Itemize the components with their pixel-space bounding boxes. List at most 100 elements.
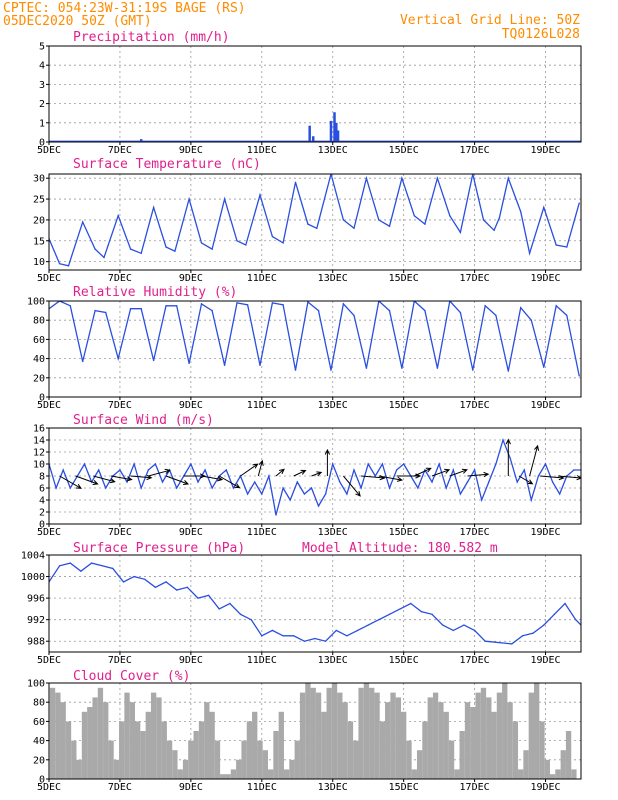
wind-point — [388, 487, 391, 489]
rh-point — [259, 364, 261, 367]
wind-point — [83, 463, 86, 465]
cloud-bar — [241, 740, 247, 779]
wind-point — [324, 493, 327, 495]
header-date: 05DEC2020 50Z (GMT) — [3, 14, 152, 29]
wind-xtick-label: 17DEC — [460, 527, 490, 538]
temp-xtick-label: 9DEC — [179, 273, 203, 284]
wind-point — [537, 475, 540, 477]
cloud-bar — [294, 740, 300, 779]
wind-point — [261, 493, 263, 495]
rh-point — [140, 307, 142, 310]
cloud-bar — [486, 697, 492, 779]
temp-xtick-label: 15DEC — [389, 273, 419, 284]
wind-vector-arrow — [505, 438, 511, 476]
pres-point — [175, 589, 178, 591]
pres-ytick-label: 1000 — [21, 572, 45, 583]
pres-point — [574, 618, 577, 621]
cloud-bar — [103, 702, 109, 779]
rh-point — [578, 375, 580, 377]
wind-vector-arrow — [378, 475, 404, 482]
wind-point — [310, 487, 313, 489]
temp-point — [103, 256, 105, 259]
header-grid-line: Vertical Grid Line: 50Z — [400, 13, 580, 28]
cloud-bar — [555, 769, 561, 779]
pres-point — [239, 613, 242, 615]
cloud-xtick-label: 19DEC — [530, 782, 560, 793]
wind-point — [232, 487, 235, 489]
cloud-bar — [214, 740, 221, 779]
wind-vector-arrow — [59, 475, 82, 489]
rh-point — [152, 359, 155, 362]
wind-ytick-label: 6 — [39, 484, 45, 495]
cloud-bar — [480, 687, 487, 779]
wind-point — [459, 493, 462, 495]
temp-point — [245, 244, 247, 246]
rh-panel: 5DEC 7DEC 9DEC 11DEC 13DEC 15DEC 17DEC 19DEC 0 20… — [27, 297, 582, 411]
rh-ytick-label: 0 — [39, 393, 45, 404]
wind-point — [466, 481, 469, 483]
wind-point — [303, 493, 306, 495]
cloud-frame — [48, 682, 582, 780]
wind-point — [97, 469, 100, 471]
wind-point — [282, 487, 284, 489]
wind-point — [523, 469, 525, 471]
temp-point — [81, 221, 84, 223]
wind-point — [480, 499, 483, 501]
pres-point — [388, 613, 391, 615]
wind-vector-arrow — [414, 467, 432, 477]
pres-point — [335, 629, 337, 632]
temp-point — [271, 235, 274, 238]
wind-point — [551, 481, 554, 483]
pres-point — [165, 581, 167, 583]
precip-ytick-label: 4 — [39, 61, 45, 72]
cloud-xtick-label: 11DEC — [247, 782, 277, 793]
precip-ytick-label: 1 — [39, 118, 45, 129]
pres-xtick-label: 5DEC — [37, 655, 61, 666]
cloud-bar — [411, 769, 417, 779]
cloud-bar — [448, 740, 455, 779]
rh-point — [555, 305, 557, 307]
rh-point — [342, 303, 345, 305]
pres-point — [303, 640, 306, 642]
pres-point — [521, 635, 524, 637]
pres-panel: 5DEC 7DEC 9DEC 11DEC 13DEC 15DEC 17DEC 19DEC 988… — [21, 551, 582, 666]
precip-xtick-label: 13DEC — [318, 145, 348, 156]
rh-ytick-label: 80 — [33, 316, 45, 327]
wind-vector-arrow — [75, 475, 99, 485]
pres-point — [186, 586, 189, 589]
cloud-bar — [571, 769, 577, 779]
precip-bar — [311, 136, 315, 142]
temp-point — [528, 252, 531, 255]
cloud-bar — [108, 740, 114, 779]
wind-point — [495, 463, 497, 465]
rh-point — [436, 367, 439, 369]
precip-xtick-label: 9DEC — [179, 145, 203, 156]
cloud-cover-title: Cloud Cover (%) — [73, 669, 190, 684]
precip-bar — [336, 130, 340, 142]
wind-point — [360, 487, 362, 489]
rh-point — [530, 319, 533, 321]
pres-point — [543, 624, 545, 626]
wind-point — [339, 481, 341, 483]
temp-xtick-label: 5DEC — [37, 273, 61, 284]
temp-point — [223, 198, 226, 200]
pres-xtick-label: 9DEC — [179, 655, 203, 666]
cloud-bar — [278, 711, 284, 779]
model-altitude-label: Model Altitude: 180.582 m — [302, 541, 498, 556]
cloud-bar — [438, 702, 444, 779]
wind-vector-arrow — [240, 463, 259, 477]
temp-frame — [48, 173, 582, 271]
precip-xtick-label: 7DEC — [108, 145, 132, 156]
pres-point — [229, 602, 231, 605]
rh-point — [317, 309, 320, 312]
temp-point — [413, 215, 416, 217]
cloud-bar — [273, 731, 279, 779]
pres-point — [314, 637, 316, 640]
cloud-bar — [342, 702, 348, 779]
temp-point — [129, 248, 132, 250]
cloud-xtick-label: 13DEC — [318, 782, 348, 793]
wind-point — [55, 487, 57, 489]
pres-point — [69, 562, 71, 564]
pres-point — [367, 624, 369, 626]
wind-point — [452, 469, 455, 471]
